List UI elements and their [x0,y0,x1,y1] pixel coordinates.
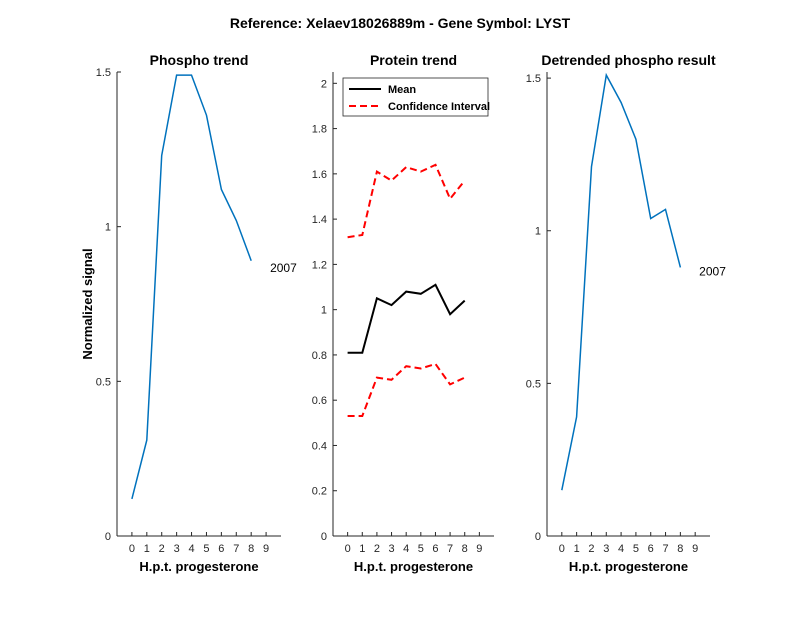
phospho-x-tick-label: 5 [203,543,209,555]
protein-x-tick-label: 4 [403,543,409,555]
detrended-x-tick-label: 2 [588,543,594,555]
detrended-x-tick-label: 5 [633,543,639,555]
detrended-x-tick-label: 1 [574,543,580,555]
protein-x-label: H.p.t. progesterone [354,559,473,574]
protein-x-tick-label: 7 [447,543,453,555]
protein-series-confidence-interval-2 [347,362,466,417]
protein-y-tick-label: 0.2 [312,486,327,498]
detrended-y-tick-label: 1.5 [526,73,541,85]
detrended-x-tick-label: 0 [559,543,565,555]
protein-x-tick-label: 9 [476,543,482,555]
protein-x-tick-label: 0 [345,543,351,555]
detrended-title: Detrended phospho result [541,52,716,68]
protein-y-tick-label: 2 [321,78,327,90]
phospho-x-tick-label: 9 [263,543,269,555]
phospho-x-tick-label: 1 [144,543,150,555]
detrended-y-tick-label: 0.5 [526,378,541,390]
detrended-x-tick-label: 3 [603,543,609,555]
protein-y-tick-label: 1.2 [312,259,327,271]
protein-x-tick-label: 2 [374,543,380,555]
detrended-series-line-0 [561,72,682,491]
detrended-annotation: 2007 [699,264,726,278]
phospho-y-tick-label: 1.5 [96,67,111,79]
protein-y-tick-label: 0.8 [312,350,327,362]
phospho-x-tick-label: 6 [218,543,224,555]
phospho-y-tick-label: 0.5 [96,376,111,388]
phospho-x-tick-label: 2 [159,543,165,555]
protein-x-tick-label: 3 [388,543,394,555]
phospho-x-tick-label: 4 [188,543,194,555]
protein-legend-label-0: Mean [388,84,416,96]
protein-x-tick-label: 8 [462,543,468,555]
detrended-x-tick-label: 7 [662,543,668,555]
detrended-x-tick-label: 9 [692,543,698,555]
protein-x-tick-label: 1 [359,543,365,555]
detrended-x-tick-label: 8 [677,543,683,555]
protein-x-tick-label: 5 [418,543,424,555]
protein-legend-label-1: Confidence Interval [388,101,490,113]
protein-y-tick-label: 0 [321,531,327,543]
phospho-x-tick-label: 8 [248,543,254,555]
phospho-x-tick-label: 3 [174,543,180,555]
phospho-x-label: H.p.t. progesterone [139,559,258,574]
protein-legend [342,77,489,117]
protein-y-tick-label: 0.4 [312,440,327,452]
protein-title: Protein trend [370,52,457,68]
phospho-series-line-0 [131,74,252,500]
protein-y-tick-label: 0.6 [312,395,327,407]
phospho-title: Phospho trend [150,52,249,68]
phospho-annotation: 2007 [270,261,297,275]
phospho-y-tick-label: 1 [105,222,111,234]
phospho-y-tick-label: 0 [105,531,111,543]
detrended-x-tick-label: 4 [618,543,624,555]
detrended-x-label: H.p.t. progesterone [569,559,688,574]
phospho-y-label: Normalized signal [80,248,95,359]
protein-panel: 0 1 2 3 4 5 6 7 8 900.20.40.60.811.21.41.61.82Pro… [312,52,494,574]
detrended-y-tick-label: 0 [535,531,541,543]
protein-y-tick-label: 1.8 [312,124,327,136]
protein-series-mean-0 [347,283,466,354]
protein-y-tick-label: 1.4 [312,214,327,226]
protein-y-tick-label: 1 [321,305,327,317]
protein-x-tick-label: 6 [432,543,438,555]
phospho-x-tick-label: 7 [233,543,239,555]
figure-title: Reference: Xelaev18026889m - Gene Symbol… [230,15,571,31]
detrended-x-tick-label: 6 [648,543,654,555]
protein-y-tick-label: 1.6 [312,169,327,181]
protein-series-confidence-interval-1 [347,163,466,239]
detrended-y-tick-label: 1 [535,226,541,238]
phospho-x-tick-label: 0 [129,543,135,555]
